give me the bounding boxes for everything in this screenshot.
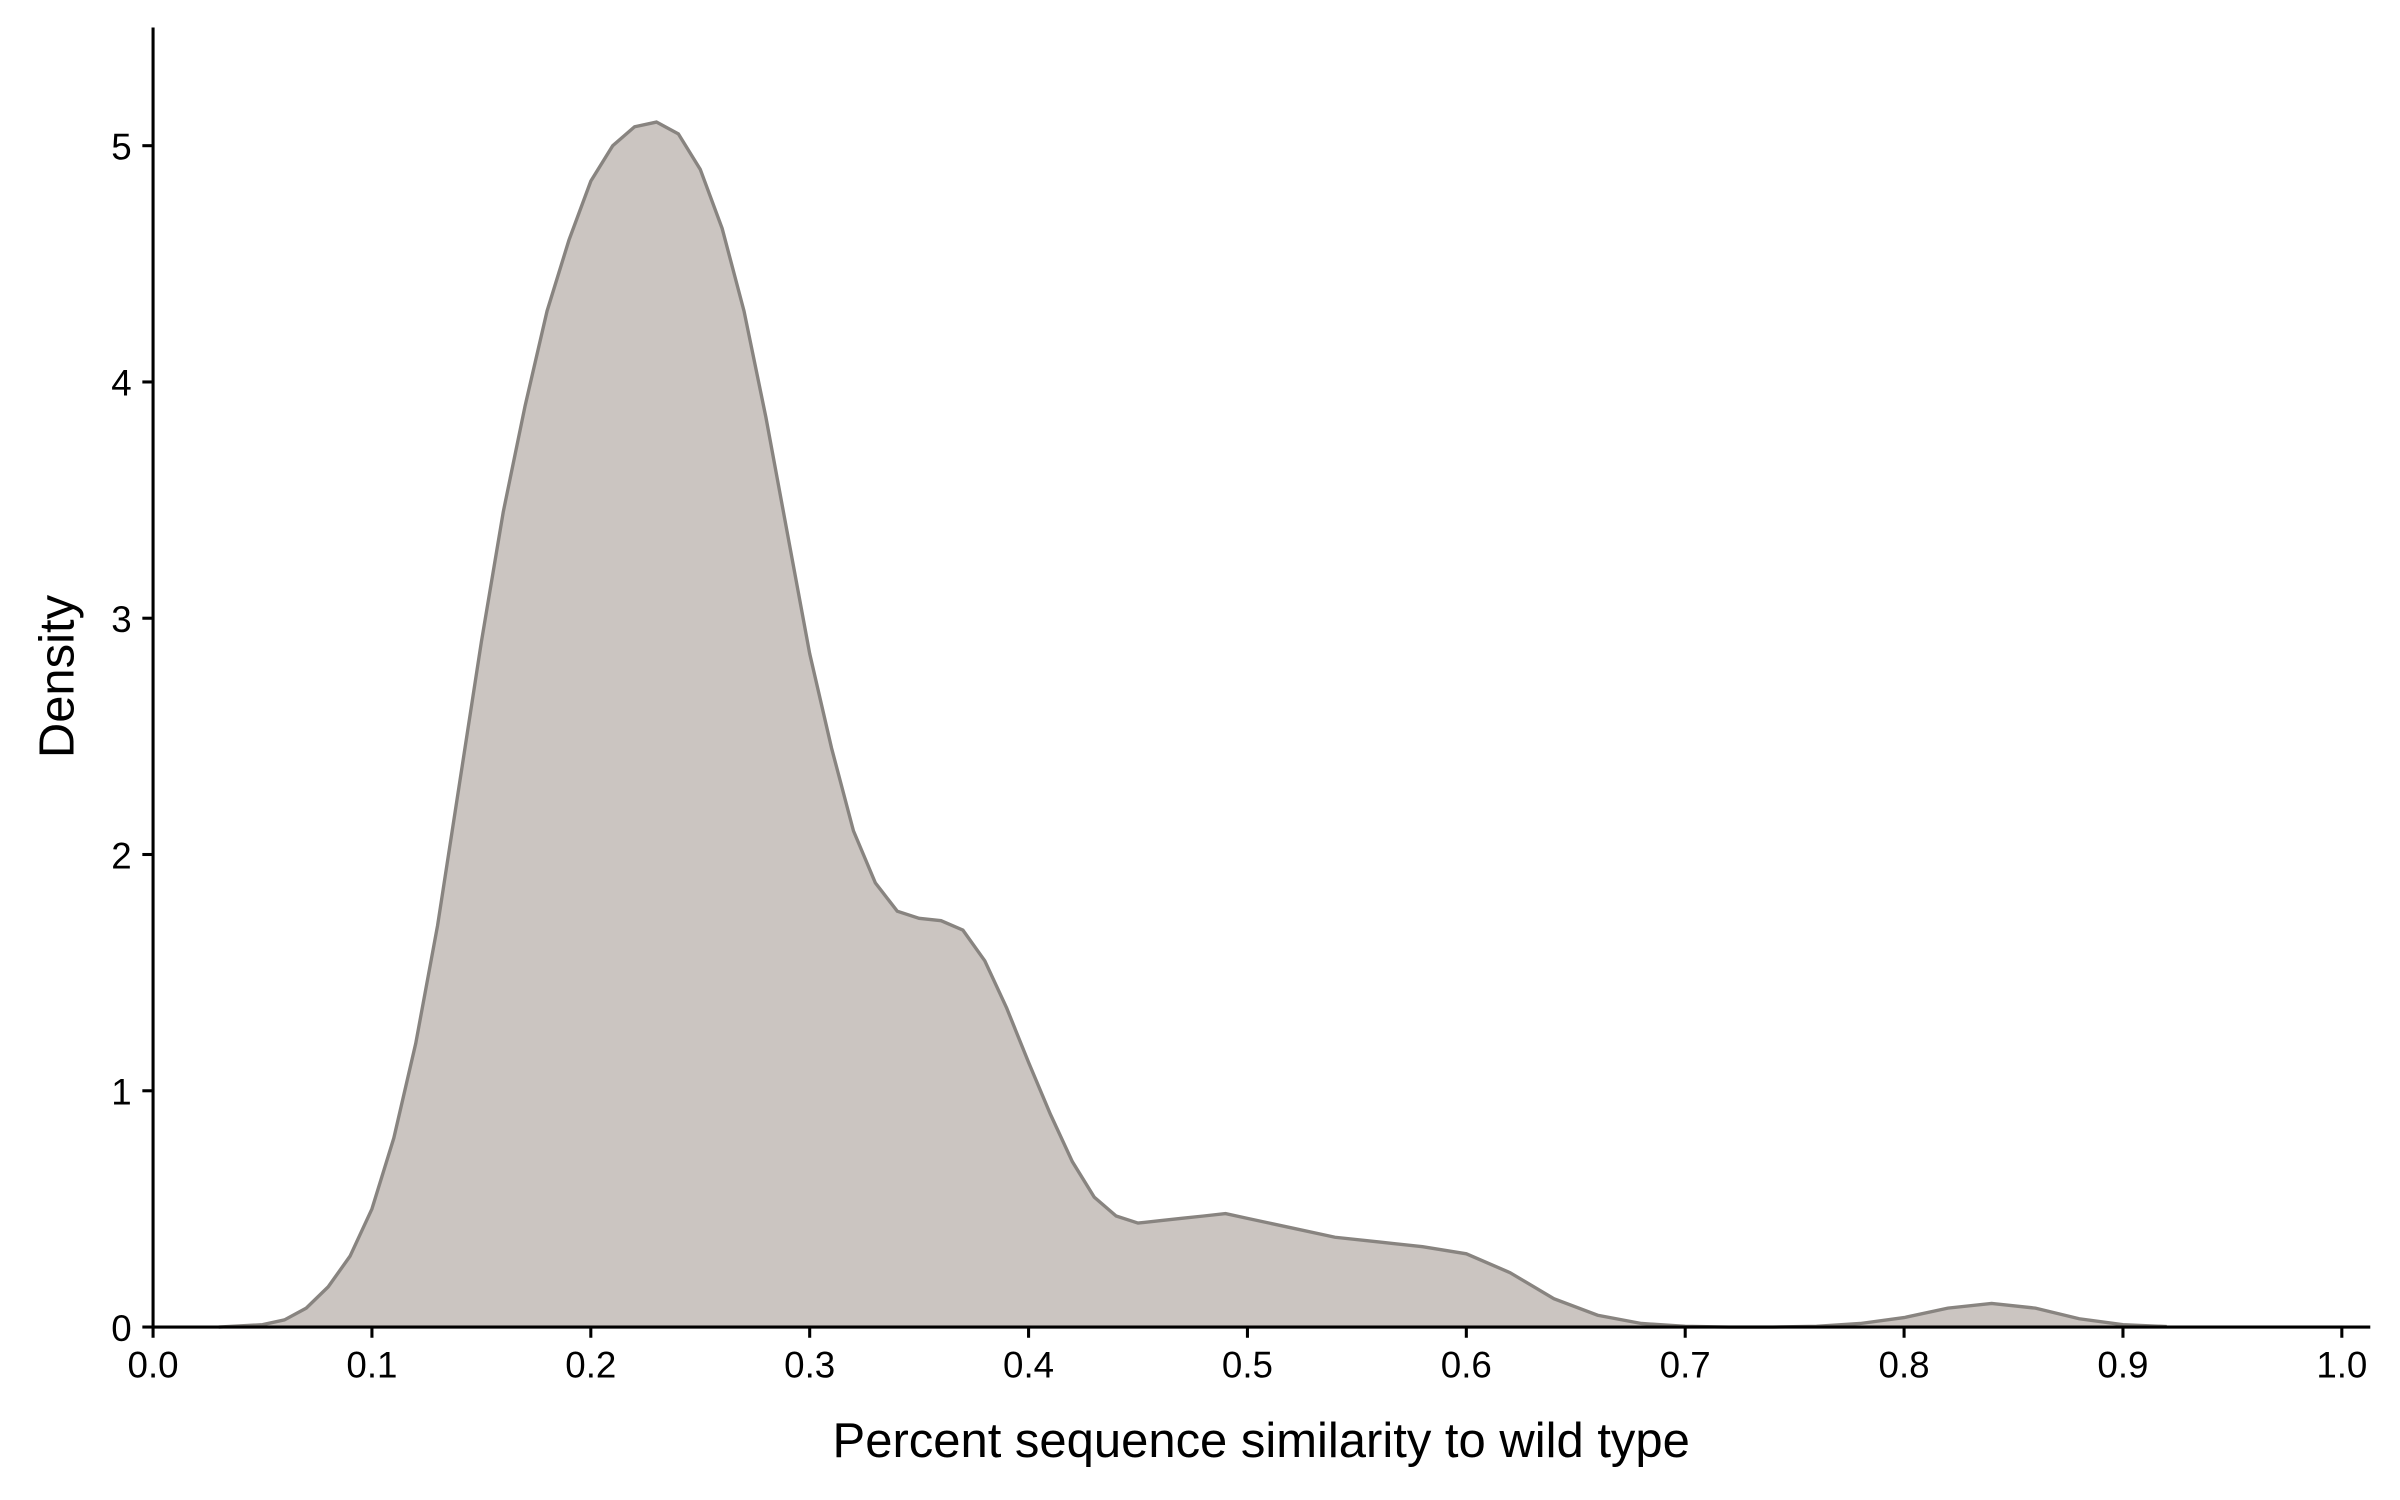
y-tick-label: 1: [111, 1072, 131, 1113]
y-tick-label: 0: [111, 1308, 131, 1349]
x-tick-label: 0.0: [128, 1345, 179, 1386]
density-area: [218, 122, 2167, 1328]
y-axis-title: Density: [30, 594, 84, 758]
x-tick-label: 0.8: [1879, 1345, 1930, 1386]
x-tick-label: 0.7: [1660, 1345, 1711, 1386]
x-tick-label: 0.9: [2097, 1345, 2148, 1386]
x-tick-label: 0.1: [346, 1345, 397, 1386]
x-axis-title: Percent sequence similarity to wild type: [833, 1414, 1690, 1468]
y-tick-label: 2: [111, 835, 131, 876]
y-tick-label: 5: [111, 126, 131, 167]
x-tick-label: 0.2: [565, 1345, 616, 1386]
x-tick-label: 1.0: [2316, 1345, 2367, 1386]
y-tick-label: 3: [111, 599, 131, 640]
x-tick-label: 0.4: [1003, 1345, 1054, 1386]
y-tick-label: 4: [111, 363, 131, 404]
x-tick-label: 0.5: [1222, 1345, 1273, 1386]
x-tick-label: 0.6: [1441, 1345, 1492, 1386]
x-tick-label: 0.3: [784, 1345, 835, 1386]
